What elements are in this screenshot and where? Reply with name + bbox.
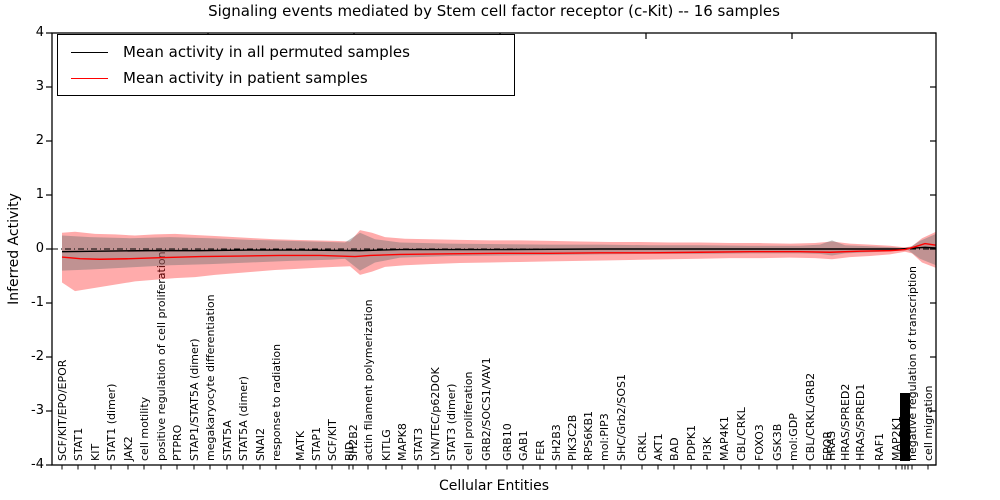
y-tick-label: -3 bbox=[31, 403, 44, 418]
legend-label-patient: Mean activity in patient samples bbox=[123, 69, 368, 87]
y-tick-label: 0 bbox=[35, 241, 44, 256]
legend-row-patient: Mean activity in patient samples bbox=[58, 65, 514, 91]
patient-mean-line bbox=[61, 242, 937, 260]
y-tick-label: 4 bbox=[35, 25, 44, 40]
y-tick-label: -4 bbox=[31, 457, 44, 472]
legend-row-permuted: Mean activity in all permuted samples bbox=[58, 39, 514, 65]
y-tick-label: 1 bbox=[35, 187, 44, 202]
x-axis-label: Cellular Entities bbox=[438, 478, 550, 494]
y-tick-label: -1 bbox=[31, 295, 44, 310]
y-tick-label: 3 bbox=[35, 79, 44, 94]
y-tick-label: -2 bbox=[31, 349, 44, 364]
band-permuted_band bbox=[62, 232, 936, 271]
red-line-sample-icon bbox=[71, 77, 108, 79]
band-patient_band bbox=[62, 230, 936, 292]
permuted-mean-line bbox=[61, 246, 937, 253]
chart-title: Signaling events mediated by Stem cell f… bbox=[208, 2, 780, 20]
black-line-sample-icon bbox=[71, 51, 108, 53]
y-tick-label: 2 bbox=[35, 133, 44, 148]
legend: Mean activity in all permuted samples Me… bbox=[57, 34, 515, 96]
legend-label-permuted: Mean activity in all permuted samples bbox=[123, 43, 410, 61]
unreadable-label-cluster bbox=[900, 393, 910, 461]
